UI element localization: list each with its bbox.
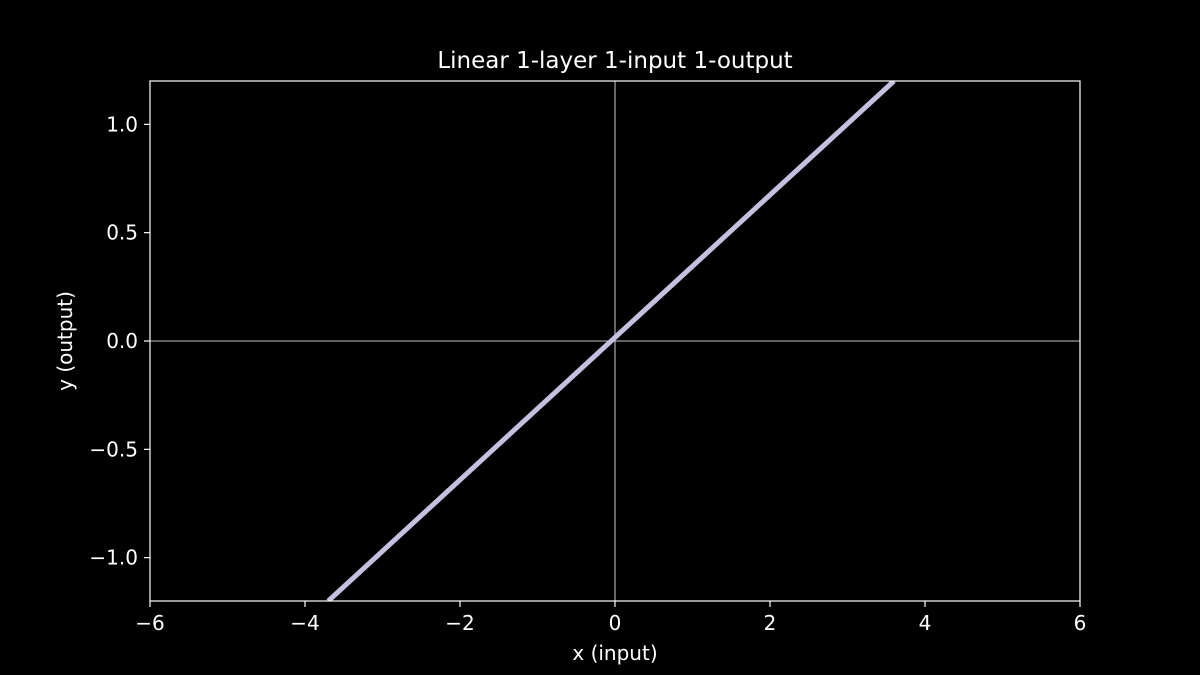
y-tick-label: −1.0: [89, 546, 138, 570]
x-tick-label: 4: [919, 611, 932, 635]
chart-title: Linear 1-layer 1-input 1-output: [437, 48, 792, 74]
x-tick-label: 2: [764, 611, 777, 635]
y-tick-label: 0.0: [106, 329, 138, 353]
x-tick-label: −6: [135, 611, 164, 635]
x-tick-label: 0: [609, 611, 622, 635]
y-tick-label: 0.5: [106, 221, 138, 245]
x-tick-label: −4: [290, 611, 319, 635]
x-tick-label: 6: [1074, 611, 1087, 635]
x-axis-label: x (input): [572, 641, 657, 665]
x-tick-label: −2: [445, 611, 474, 635]
series-line-0: [326, 81, 896, 601]
y-tick-label: 1.0: [106, 112, 138, 136]
y-tick-label: −0.5: [89, 437, 138, 461]
y-axis-label: y (output): [53, 291, 77, 391]
